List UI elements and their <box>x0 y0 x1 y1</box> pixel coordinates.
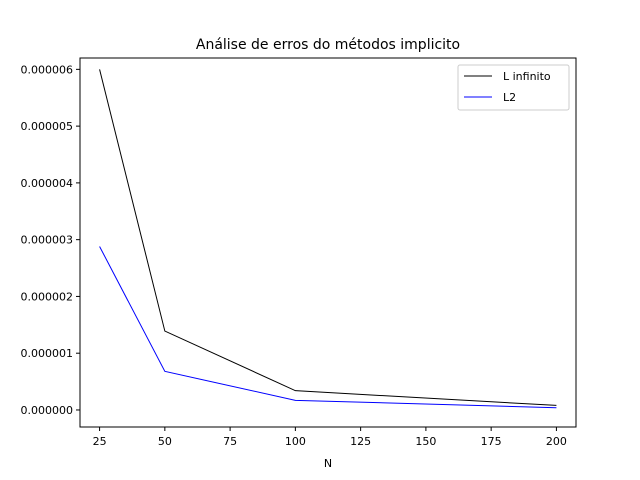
plot-frame <box>79 57 577 428</box>
series-line-1 <box>99 246 557 409</box>
series-layer <box>99 69 557 409</box>
x-tick-label: 25 <box>93 435 107 448</box>
y-tick-label: 0.000004 <box>21 177 74 190</box>
x-axis: 25 50 75 100 125 150 175 200 <box>93 427 567 448</box>
x-tick-label: 175 <box>481 435 502 448</box>
y-tick-label: 0.000005 <box>21 120 74 133</box>
x-tick-label: 200 <box>546 435 567 448</box>
x-axis-label: N <box>324 457 332 470</box>
y-tick-label: 0.000001 <box>21 347 74 360</box>
chart-title: Análise de erros do métodos implicito <box>196 37 460 53</box>
x-tick-label: 100 <box>285 435 306 448</box>
x-tick-label: 150 <box>415 435 436 448</box>
legend: L infinito L2 <box>457 64 570 111</box>
legend-label-1: L2 <box>503 91 516 104</box>
x-tick-label: 50 <box>158 435 172 448</box>
y-tick-label: 0.000000 <box>21 404 74 417</box>
y-tick-label: 0.000006 <box>21 63 74 76</box>
y-tick-label: 0.000003 <box>21 234 74 247</box>
y-tick-label: 0.000002 <box>21 290 74 303</box>
x-tick-label: 75 <box>223 435 237 448</box>
legend-label-0: L infinito <box>503 70 551 83</box>
x-tick-label: 125 <box>350 435 371 448</box>
series-line-0 <box>99 69 557 406</box>
y-axis: 0.000000 0.000001 0.000002 0.000003 0.000004… <box>21 63 80 417</box>
